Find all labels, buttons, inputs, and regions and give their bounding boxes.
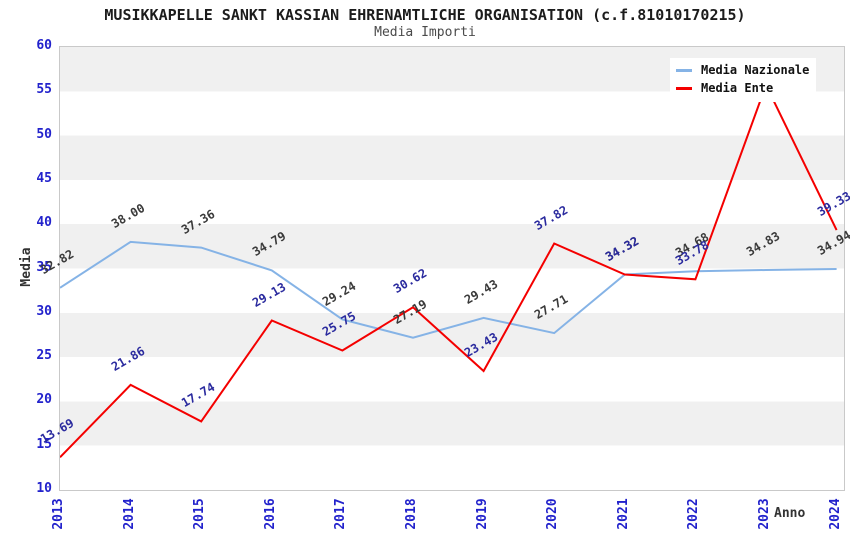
x-tick-2021: 2021 [615,498,631,530]
y-tick-25: 25 [36,348,52,364]
y-tick-15: 15 [36,436,52,452]
legend-line-swatch [676,68,692,72]
x-tick-2018: 2018 [404,498,419,530]
y-tick-35: 35 [36,259,52,275]
legend-item-media-nazionale: Media Nazionale [676,61,810,79]
y-tick-10: 10 [36,481,52,496]
chart-subtitle: Media Importi [374,25,476,40]
x-axis-title: Anno [774,506,806,521]
legend-line-swatch [676,86,692,90]
x-tick-2024: 2024 [827,498,843,530]
y-tick-40: 40 [36,215,52,231]
x-tick-2017: 2017 [333,498,349,530]
x-tick-2015: 2015 [192,498,208,530]
plot-area [59,46,845,491]
y-tick-55: 55 [36,82,52,98]
y-tick-50: 50 [36,126,52,142]
y-tick-20: 20 [36,392,52,408]
y-tick-30: 30 [36,303,52,319]
chart-title: MUSIKKAPELLE SANKT KASSIAN EHRENAMTLICHE… [104,6,746,24]
y-tick-45: 45 [36,170,52,186]
legend-label: Media Ente [701,81,774,95]
legend-label: Media Nazionale [701,63,810,77]
series-line-media-ente [60,82,838,458]
x-tick-2022: 2022 [686,498,702,530]
series-line-media-nazionale [60,240,837,339]
x-tick-2016: 2016 [262,498,278,530]
x-tick-2020: 2020 [545,498,561,530]
y-tick-60: 60 [36,38,52,53]
x-tick-2013: 2013 [51,498,66,530]
series-lines [60,82,838,458]
legend: Media Nazionale Media Ente [670,58,816,102]
x-tick-2014: 2014 [121,498,137,530]
legend-item-media-ente: Media Ente [676,79,810,97]
x-tick-2019: 2019 [474,498,490,530]
x-tick-2023: 2023 [757,498,772,530]
